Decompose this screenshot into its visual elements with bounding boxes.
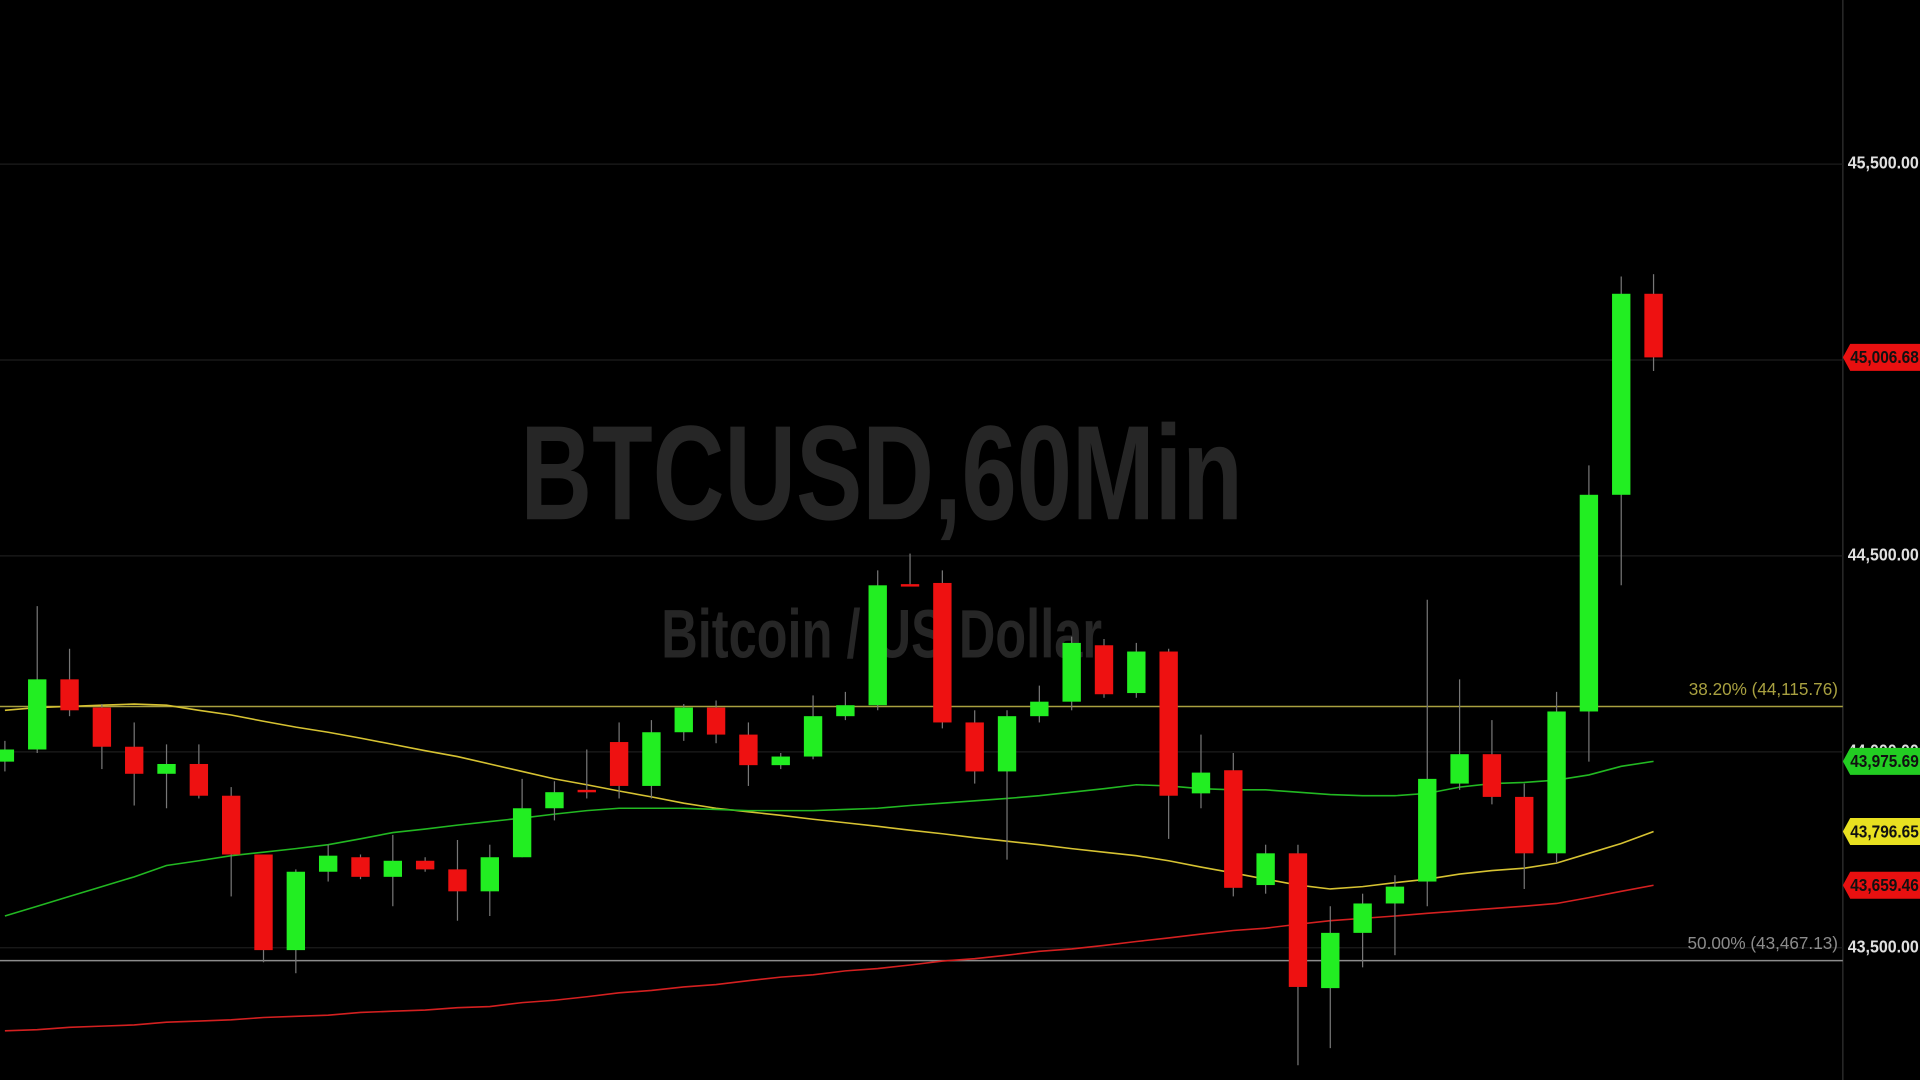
candle-body (706, 707, 726, 735)
candle-body (642, 732, 661, 786)
price-tag-label: 45,006.68 (1850, 347, 1919, 367)
candle-body (1191, 772, 1211, 794)
candle-body (1644, 293, 1663, 358)
candle-body (125, 746, 144, 774)
candle-body (1127, 651, 1146, 694)
fib-label: 38.20% (44,115.76) (1689, 679, 1838, 699)
candle-body (1159, 651, 1178, 796)
candle-body (189, 763, 209, 796)
candle-body (1547, 711, 1566, 854)
candle-body (1030, 701, 1049, 717)
candle-body (609, 742, 629, 786)
candle-body (512, 808, 532, 858)
price-tag (1842, 871, 1920, 899)
candle-body (577, 789, 596, 793)
candle-body (1353, 903, 1372, 933)
candle-body (286, 871, 306, 951)
price-tag-label: 43,796.65 (1850, 821, 1919, 841)
candle-body (92, 707, 112, 747)
price-tag (1842, 343, 1920, 371)
candle-body (480, 857, 499, 892)
candle-body (900, 584, 920, 587)
candle-body (739, 734, 758, 766)
candle-body (383, 860, 402, 877)
candle-body (545, 792, 564, 809)
candle-body (933, 582, 952, 723)
price-tag (1842, 818, 1920, 845)
candle-body (674, 707, 693, 733)
candle-body (1224, 770, 1243, 888)
candle-body (448, 869, 467, 892)
candle-body (415, 860, 435, 870)
candle-body (1579, 494, 1599, 712)
candle-body (1612, 293, 1631, 495)
candle-body (157, 763, 176, 774)
candle-body (965, 722, 984, 772)
price-tag (1842, 747, 1920, 775)
fib-label: 50.00% (43,467.13) (1688, 933, 1838, 953)
candle-body (1094, 645, 1114, 695)
moving-average (4, 884, 1654, 1032)
candle-body (1418, 778, 1437, 882)
candle-body (1062, 642, 1081, 702)
y-tick-label: 45,500.00 (1848, 153, 1919, 173)
candle-body (1482, 754, 1502, 797)
y-tick-label: 43,500.00 (1848, 936, 1919, 956)
candle-body (997, 716, 1017, 772)
candle-body (1288, 853, 1308, 987)
candle-body (803, 716, 823, 757)
moving-average (4, 703, 1654, 890)
candle-body (28, 679, 47, 750)
candle-body (868, 585, 887, 706)
candle-body (222, 795, 241, 855)
candle-body (1515, 796, 1534, 854)
candle-body (60, 679, 79, 711)
price-tag-label: 43,659.46 (1850, 875, 1919, 895)
moving-average (4, 760, 1654, 917)
price-tag-label: 43,975.69 (1850, 751, 1919, 771)
candle-body (318, 855, 338, 872)
watermark-title: BTCUSD,60Min (520, 397, 1242, 548)
candle-body (1256, 853, 1275, 886)
y-tick-label: 44,500.00 (1848, 544, 1919, 564)
candle-body (351, 857, 370, 877)
candle-body (771, 756, 790, 766)
candle-body (254, 854, 273, 951)
candle-body (1450, 754, 1469, 784)
candle-body (1321, 932, 1340, 989)
candle-body (1385, 886, 1405, 904)
candle-body (836, 705, 855, 717)
candle-body (0, 749, 15, 762)
